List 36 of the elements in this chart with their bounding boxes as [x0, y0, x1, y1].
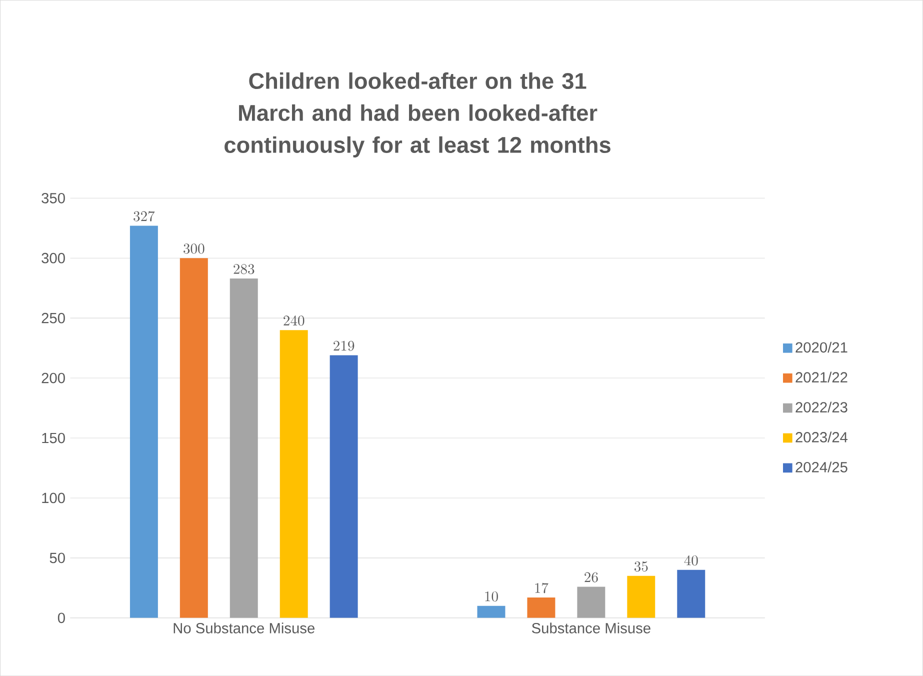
- bar: [477, 606, 506, 618]
- data-label: 10: [485, 591, 498, 602]
- bar: [577, 586, 606, 618]
- data-label: 327: [134, 211, 155, 222]
- bar: [627, 576, 656, 618]
- x-tick-label: No Substance Misuse: [174, 622, 314, 634]
- data-label: 240: [284, 315, 304, 326]
- y-tick-label: 300: [42, 252, 65, 264]
- y-tick-label: 200: [42, 372, 65, 384]
- data-label: 26: [584, 572, 598, 582]
- y-tick-label: 0: [58, 612, 65, 624]
- legend-label: 2021/22: [796, 372, 848, 382]
- bar: [180, 258, 208, 618]
- data-label: 219: [334, 340, 354, 351]
- data-label: 300: [184, 244, 204, 254]
- data-label: 17: [535, 582, 548, 594]
- y-tick-label: 350: [42, 192, 65, 204]
- legend-label: 2022/23: [796, 402, 848, 412]
- y-tick-label: 100: [42, 492, 65, 504]
- bar: [230, 278, 258, 618]
- bar: [280, 330, 308, 618]
- legend-label: 2024/25: [796, 462, 848, 472]
- legend-label: 2020/21: [796, 342, 848, 353]
- data-label: 40: [684, 555, 698, 566]
- legend-label: 2023/24: [796, 432, 848, 442]
- data-label: 35: [634, 561, 648, 572]
- y-tick-label: 250: [42, 312, 65, 324]
- bar: [527, 597, 556, 618]
- chart-title: Children looked-after on the 31 March and had been looked-after continuously for at least 12 months: [224, 72, 610, 158]
- y-tick-label: 150: [42, 432, 65, 444]
- x-tick-label: Substance Misuse: [532, 622, 650, 634]
- bar: [677, 570, 706, 618]
- bar: [130, 226, 158, 618]
- bar: [330, 355, 358, 618]
- data-label: 283: [234, 264, 254, 274]
- y-tick-label: 50: [50, 552, 65, 564]
